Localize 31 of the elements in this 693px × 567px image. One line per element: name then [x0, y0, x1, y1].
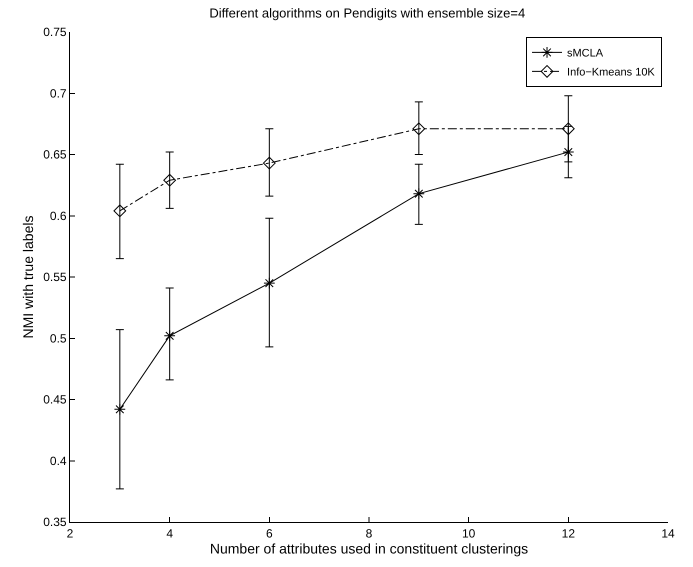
- x-tick-label: 2: [66, 526, 74, 540]
- x-tick-label: 14: [661, 526, 675, 540]
- point: [412, 122, 426, 136]
- y-tick-label: 0.65: [43, 148, 67, 162]
- point: [562, 146, 574, 158]
- chart-title: Different algorithms on Pendigits with ensemble size=4: [209, 6, 526, 21]
- point: [262, 156, 276, 170]
- y-tick-label: 0.6: [50, 208, 67, 223]
- point: [163, 174, 176, 187]
- y-tick-label: 0.7: [50, 86, 67, 100]
- point: [562, 122, 575, 136]
- x-tick-label: 12: [562, 526, 576, 540]
- y-tick-label: 0.55: [43, 270, 67, 284]
- point: [113, 204, 126, 218]
- y-tick-label: 0.75: [43, 25, 67, 40]
- x-tick-label: 8: [366, 526, 373, 540]
- x-axis-title: Number of attributes used in constituent clusterings: [210, 540, 528, 557]
- y-tick-label: 0.4: [50, 454, 67, 468]
- point: [114, 403, 126, 416]
- y-axis-title: NMI with true labels: [20, 216, 36, 338]
- y-tick-label: 0.45: [43, 392, 67, 407]
- x-tick-label: 4: [166, 526, 174, 540]
- legend-label: sMCLA: [567, 48, 604, 60]
- x-tick-label: 6: [266, 526, 273, 540]
- point: [263, 277, 276, 290]
- point: [412, 188, 425, 200]
- y-tick-label: 0.35: [43, 515, 67, 530]
- x-tick-label: 10: [462, 526, 476, 540]
- y-tick-label: 0.5: [50, 331, 67, 346]
- point: [164, 330, 176, 342]
- legend-label: Info−Kmeans 10K: [567, 66, 656, 79]
